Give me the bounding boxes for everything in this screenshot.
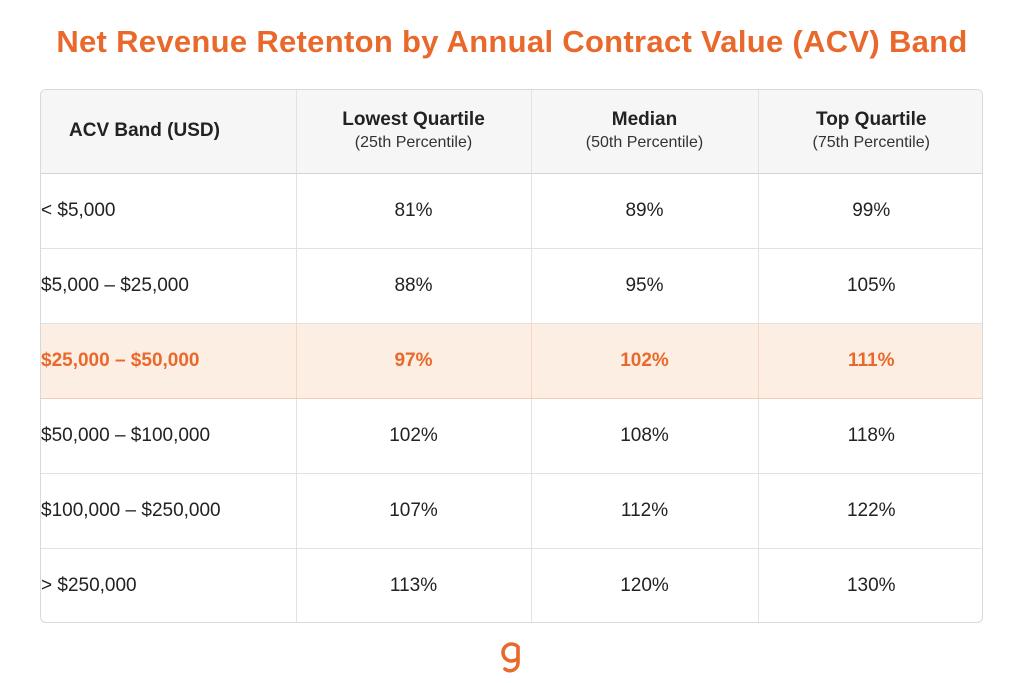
column-header-sublabel: (75th Percentile) bbox=[812, 134, 930, 152]
top-quartile-cell: 105% bbox=[758, 248, 982, 324]
acv-band-cell: $5,000 – $25,000 bbox=[41, 248, 297, 324]
acv-band-cell: > $250,000 bbox=[41, 548, 297, 622]
brand-g-logo-icon bbox=[501, 642, 520, 673]
median-cell: 95% bbox=[531, 248, 759, 324]
column-header-label: Top Quartile bbox=[816, 109, 927, 131]
top-quartile-cell: 99% bbox=[758, 173, 982, 249]
top-quartile-cell: 111% bbox=[758, 322, 982, 399]
column-header-median: Median (50th Percentile) bbox=[531, 90, 759, 174]
column-header-label: ACV Band (USD) bbox=[69, 120, 220, 142]
acv-band-cell: $50,000 – $100,000 bbox=[41, 398, 297, 474]
lowest-quartile-cell: 88% bbox=[296, 248, 532, 324]
lowest-quartile-cell: 97% bbox=[296, 322, 532, 399]
table-row: $100,000 – $250,000 107% 112% 122% bbox=[41, 473, 982, 549]
column-header-sublabel: (50th Percentile) bbox=[585, 134, 704, 152]
lowest-quartile-cell: 113% bbox=[296, 548, 532, 622]
table-header-row: ACV Band (USD) Lowest Quartile (25th Per… bbox=[41, 90, 982, 174]
median-cell: 89% bbox=[531, 173, 759, 249]
top-quartile-cell: 118% bbox=[758, 398, 982, 474]
table-row: < $5,000 81% 89% 99% bbox=[41, 173, 982, 249]
column-header-label: Median bbox=[611, 109, 678, 131]
table-row: $50,000 – $100,000 102% 108% 118% bbox=[41, 398, 982, 474]
column-header-label: Lowest Quartile bbox=[342, 109, 485, 131]
acv-band-cell: $25,000 – $50,000 bbox=[41, 322, 297, 399]
table-row: $5,000 – $25,000 88% 95% 105% bbox=[41, 248, 982, 324]
table-row: > $250,000 113% 120% 130% bbox=[41, 548, 982, 622]
column-header-acv-band: ACV Band (USD) bbox=[41, 90, 297, 174]
median-cell: 102% bbox=[531, 322, 759, 399]
median-cell: 108% bbox=[531, 398, 759, 474]
lowest-quartile-cell: 81% bbox=[296, 173, 532, 249]
retention-table: ACV Band (USD) Lowest Quartile (25th Per… bbox=[41, 90, 982, 622]
lowest-quartile-cell: 102% bbox=[296, 398, 532, 474]
logo-stroke bbox=[501, 642, 520, 673]
median-cell: 120% bbox=[531, 548, 759, 622]
acv-band-cell: < $5,000 bbox=[41, 173, 297, 249]
table-body: < $5,000 81% 89% 99% $5,000 – $25,000 88… bbox=[41, 173, 982, 622]
retention-table-container: ACV Band (USD) Lowest Quartile (25th Per… bbox=[40, 89, 983, 623]
lowest-quartile-cell: 107% bbox=[296, 473, 532, 549]
column-header-lowest-quartile: Lowest Quartile (25th Percentile) bbox=[296, 90, 532, 174]
median-cell: 112% bbox=[531, 473, 759, 549]
top-quartile-cell: 130% bbox=[846, 574, 896, 596]
column-header-top-quartile: Top Quartile (75th Percentile) bbox=[758, 90, 982, 174]
acv-band-cell: $100,000 – $250,000 bbox=[41, 473, 297, 549]
table-row-highlighted: $25,000 – $50,000 97% 102% 111% bbox=[41, 322, 982, 399]
column-header-sublabel: (25th Percentile) bbox=[354, 134, 473, 152]
page-title: Net Revenue Retenton by Annual Contract … bbox=[56, 24, 968, 59]
top-quartile-cell: 122% bbox=[758, 473, 982, 549]
